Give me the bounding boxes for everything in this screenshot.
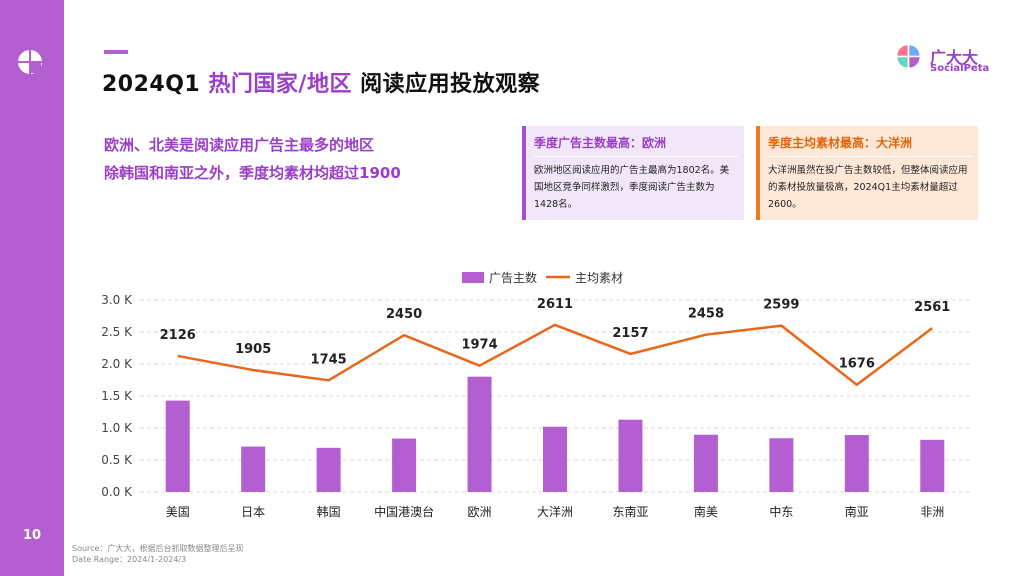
- subtitle-line-1: 欧洲、北美是阅读应用广告主最多的地区: [104, 136, 375, 154]
- page-title: 2024Q1 热门国家/地区 阅读应用投放观察: [102, 66, 540, 98]
- x-tick-label: 非洲: [920, 505, 944, 519]
- callout-europe: 季度广告主数最高：欧洲 欧洲地区阅读应用的广告主最高为1802名。美国地区竞争同…: [522, 126, 744, 220]
- date-range-line: Date Range：2024/1-2024/3: [72, 555, 187, 564]
- data-label: 2561: [914, 300, 950, 315]
- legend-label: 广告主数: [489, 270, 537, 285]
- callout-oceania: 季度主均素材最高：大洋洲 大洋洲虽然在投广告主数较低，但整体阅读应用的素材投放量…: [756, 126, 978, 220]
- bar: [618, 419, 643, 492]
- data-label: 1974: [461, 338, 497, 353]
- data-label: 1676: [839, 357, 875, 372]
- legend-label: 主均素材: [575, 271, 623, 285]
- x-tick-label: 韩国: [317, 504, 341, 519]
- x-tick-label: 南美: [694, 504, 718, 519]
- x-tick-label: 欧洲: [468, 505, 492, 519]
- x-tick-label: 美国: [166, 505, 190, 519]
- callout-divider: [534, 156, 738, 157]
- bar: [316, 447, 341, 492]
- source-line: Source：广大大，根据后台抓取数据整理后呈现: [72, 544, 244, 553]
- legend-swatch-bar: [462, 272, 484, 283]
- title-suffix: 阅读应用投放观察: [351, 72, 541, 97]
- y-tick-label: 0.0 K: [101, 485, 133, 499]
- title-prefix: 2024Q1: [102, 72, 209, 97]
- bar: [241, 446, 266, 492]
- bar: [392, 438, 417, 492]
- y-tick-label: 2.0 K: [101, 357, 133, 371]
- x-tick-label: 中国港澳台: [374, 504, 434, 519]
- brand-logo-icon: [897, 45, 920, 68]
- page-number: 10: [22, 528, 42, 543]
- data-label: 2126: [160, 328, 196, 343]
- source-note: Source：广大大，根据后台抓取数据整理后呈现 Date Range：2024…: [72, 543, 243, 565]
- title-accent: [104, 50, 128, 54]
- data-label: 1905: [235, 342, 271, 357]
- x-tick-label: 中东: [769, 504, 793, 519]
- y-tick-label: 0.5 K: [101, 453, 133, 467]
- title-highlight: 热门国家/地区: [208, 72, 352, 97]
- callout-divider: [768, 156, 972, 157]
- bar: [543, 426, 567, 492]
- callout-text: 欧洲地区阅读应用的广告主最高为1802名。美国地区竞争同样激烈，季度阅读广告主数…: [534, 165, 730, 210]
- x-tick-label: 东南亚: [612, 504, 648, 519]
- bar: [165, 400, 190, 492]
- y-tick-label: 2.5 K: [101, 325, 133, 339]
- callout-text: 大洋洲虽然在投广告主数较低，但整体阅读应用的素材投放量极高，2024Q1主均素材…: [768, 165, 968, 210]
- bar: [693, 434, 718, 492]
- series-line: [177, 323, 934, 386]
- sidebar: 10: [0, 0, 64, 576]
- x-tick-label: 日本: [241, 505, 265, 519]
- callout-title: 季度广告主数最高：欧洲: [534, 136, 667, 150]
- x-tick-label: 大洋洲: [537, 504, 573, 519]
- bar: [920, 439, 945, 492]
- y-tick-label: 1.5 K: [101, 389, 133, 403]
- bar: [769, 438, 794, 492]
- data-label: 2450: [386, 307, 422, 322]
- callout-title: 季度主均素材最高：大洋洲: [768, 136, 913, 150]
- x-tick-label: 南亚: [845, 504, 869, 519]
- brand-subname: SocialPeta: [930, 63, 990, 74]
- data-label: 2458: [688, 307, 724, 322]
- data-label: 2611: [537, 297, 573, 312]
- y-tick-label: 3.0 K: [101, 293, 133, 307]
- data-label: 2599: [763, 298, 799, 313]
- y-tick-label: 1.0 K: [101, 421, 133, 435]
- data-label: 1745: [311, 352, 347, 367]
- brand-name: 广大大: [930, 48, 979, 67]
- logo-icon: [17, 49, 43, 75]
- data-label: 2157: [612, 326, 648, 341]
- subtitle-line-2: 除韩国和南亚之外，季度均素材均超过1900: [104, 164, 401, 182]
- bar: [467, 376, 492, 492]
- bar: [844, 435, 869, 492]
